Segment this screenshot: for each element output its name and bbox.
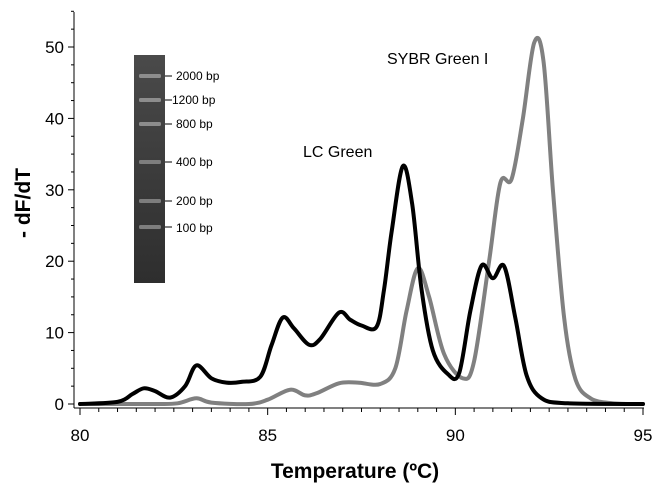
lc-green-label: LC Green — [303, 144, 372, 161]
x-tick-label: 90 — [446, 426, 465, 445]
sybr-green-label: SYBR Green I — [387, 51, 488, 68]
gel-band — [139, 98, 161, 102]
series-line-lc-green — [78, 163, 645, 406]
x-ticks: 80 85 90 95 — [71, 408, 653, 445]
x-axis-title: Temperature (ºC) — [271, 460, 439, 483]
gel-label-400: 400 bp — [176, 155, 213, 169]
gel-image — [134, 55, 165, 283]
gel-band — [139, 122, 161, 126]
y-ticks: 0 10 20 30 40 50 — [45, 10, 74, 414]
y-tick-label: 0 — [55, 395, 64, 414]
y-axis-title: - dF/dT — [12, 168, 35, 238]
y-tick-label: 40 — [45, 109, 64, 128]
gel-band — [139, 225, 161, 229]
x-tick-label: 85 — [258, 426, 277, 445]
gel-ladder-inset: 2000 bp 1200 bp 800 bp 400 bp 200 bp 100… — [134, 55, 220, 283]
series-layer — [78, 35, 645, 407]
series-line-sybr-green — [78, 35, 645, 407]
y-tick-label: 50 — [45, 38, 64, 57]
gel-band — [139, 199, 161, 203]
gel-labels: 2000 bp 1200 bp 800 bp 400 bp 200 bp 100… — [165, 69, 220, 235]
gel-label-2000: 2000 bp — [176, 69, 220, 83]
x-tick-label: 95 — [634, 426, 653, 445]
y-tick-label: 30 — [45, 181, 64, 200]
gel-label-1200: 1200 bp — [172, 93, 216, 107]
gel-label-800: 800 bp — [176, 117, 213, 131]
y-tick-label: 20 — [45, 252, 64, 271]
gel-band — [139, 74, 161, 78]
gel-label-200: 200 bp — [176, 194, 213, 208]
x-tick-label: 80 — [71, 426, 90, 445]
gel-bands — [139, 74, 161, 229]
axes: 0 10 20 30 40 50 80 85 90 95 — [45, 10, 653, 445]
gel-label-100: 100 bp — [176, 221, 213, 235]
gel-band — [139, 160, 161, 164]
y-tick-label: 10 — [45, 324, 64, 343]
